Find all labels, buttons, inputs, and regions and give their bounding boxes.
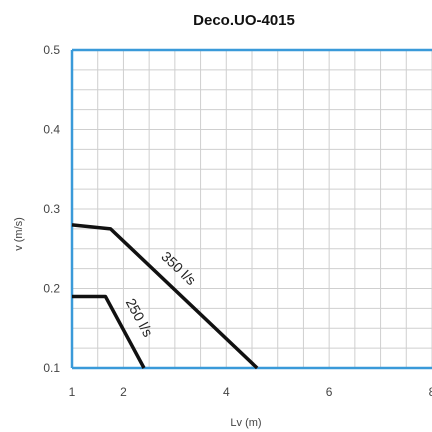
y-tick-label: 0.1 — [43, 361, 60, 375]
y-axis-label: v (m/s) — [13, 217, 25, 251]
y-tick-label: 0.3 — [43, 202, 60, 216]
series-label: 250 l/s — [123, 296, 157, 340]
axis-layer — [70, 48, 432, 370]
x-tick-label: 1 — [69, 385, 76, 399]
x-axis-label: Lv (m) — [230, 417, 261, 429]
y-tick-label: 0.5 — [43, 43, 60, 57]
grid-layer — [71, 49, 432, 369]
x-tick-label: 2 — [120, 385, 127, 399]
y-tick-label: 0.4 — [43, 123, 60, 137]
series-layer — [71, 223, 259, 370]
chart-title: Deco.UO-4015 — [193, 12, 295, 29]
series-line — [72, 294, 146, 369]
x-tick-label: 4 — [223, 385, 230, 399]
series-line — [71, 223, 259, 370]
x-tick-label: 8 — [429, 385, 432, 399]
x-tick-label: 6 — [326, 385, 333, 399]
label-layer: 0.10.20.30.40.512468Lv (m)v (m/s)350 l/s… — [13, 43, 432, 429]
y-tick-label: 0.2 — [43, 282, 60, 296]
